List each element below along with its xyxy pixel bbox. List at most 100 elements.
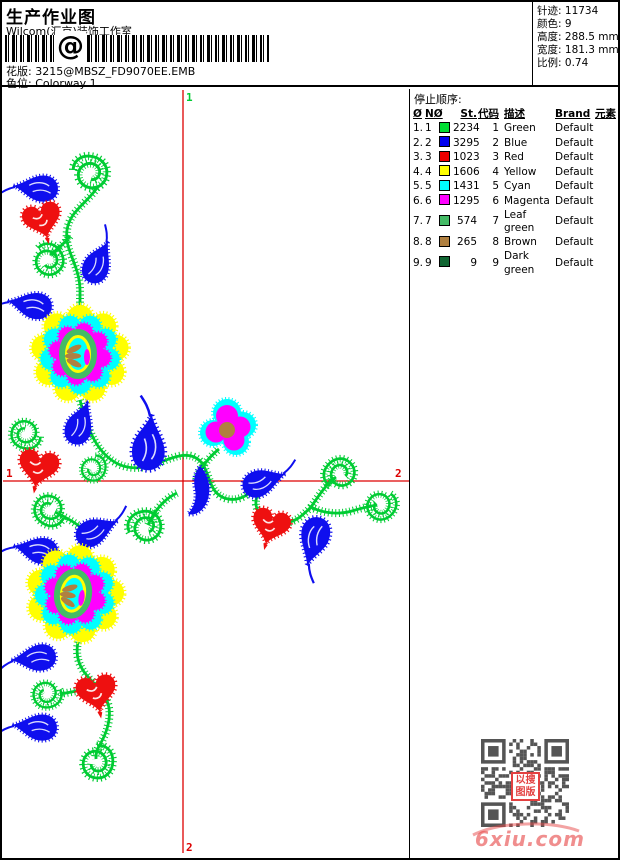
page-title: 生产作业图 <box>6 8 96 28</box>
blue-leaves <box>2 169 334 744</box>
colorway-label: 色位: <box>6 77 32 90</box>
row-stitch-count: 1023 <box>453 151 480 163</box>
colorway-value: Colorway 1 <box>35 77 97 90</box>
row-stitch-count: 3295 <box>453 136 480 149</box>
stop-sequence-row: 9. 9 9 9 Dark green Default <box>411 250 618 277</box>
row-stitch-count: 1606 <box>453 165 480 178</box>
row-color-desc: Cyan <box>504 180 531 192</box>
pattern-label: 花版: <box>6 65 32 78</box>
row-code: 8 <box>492 236 499 248</box>
row-code: 4 <box>492 165 499 178</box>
row-color-desc: Yellow <box>504 165 537 178</box>
col-brand: Brand <box>555 108 591 120</box>
worksheet-header: 生产作业图 Wilcom(汇京)装饰工作室 @ 花版: 3215@MBSZ_FD… <box>2 2 618 90</box>
row-seq: 7. <box>413 215 424 228</box>
row-color-desc: Red <box>504 151 524 163</box>
row-stitch-count: 2234 <box>453 122 480 134</box>
marker-bottom: 2 <box>186 841 193 854</box>
row-brand: Default <box>555 122 594 134</box>
row-code: 6 <box>492 194 499 207</box>
embroidery-design: 1 2 1 2 <box>2 90 409 854</box>
row-code: 2 <box>492 136 499 149</box>
stop-sequence-header-row: Ø NØ St. 代码 描述 Brand 元素 <box>411 108 618 122</box>
design-stats-panel: 针迹: 11734 颜色: 9 高度: 288.5 mm 宽度: 181.3 m… <box>532 2 618 87</box>
row-code: 7 <box>492 215 499 228</box>
row-needle: 9 <box>425 256 432 269</box>
thread-color-swatch <box>439 121 453 137</box>
row-brand: Default <box>555 136 594 149</box>
design-canvas: 1 2 1 2 <box>2 89 410 858</box>
marker-top: 1 <box>186 91 193 104</box>
thread-color-swatch <box>439 214 453 230</box>
right-column: 停止顺序: Ø NØ St. 代码 描述 Brand 元素 1. 1 2234 … <box>411 89 618 858</box>
row-color-desc: Green <box>504 122 536 134</box>
stat-height: 高度: 288.5 mm <box>537 31 619 43</box>
row-code: 3 <box>492 151 499 163</box>
row-brand: Default <box>555 165 594 178</box>
thread-color-swatch <box>439 136 453 151</box>
stat-colors: 颜色: 9 <box>537 18 572 30</box>
row-stitch-count: 1295 <box>453 194 480 207</box>
col-needle: NØ <box>425 108 443 120</box>
pattern-file-line: 花版: 3215@MBSZ_FD9070EE.EMB <box>6 63 195 79</box>
row-needle: 2 <box>425 136 432 149</box>
thread-color-swatch <box>439 256 453 271</box>
pattern-value: 3215@MBSZ_FD9070EE.EMB <box>35 65 196 78</box>
row-needle: 8 <box>425 236 432 248</box>
row-stitch-count: 9 <box>470 256 477 269</box>
row-code: 1 <box>492 122 499 134</box>
watermark-text: 6xiu.com <box>475 827 585 851</box>
col-code: 代码 <box>478 108 499 120</box>
row-seq: 4. <box>413 165 424 178</box>
small-magenta-flower <box>198 397 258 457</box>
stop-sequence-title: 停止顺序: <box>414 93 462 106</box>
stat-width: 宽度: 181.3 mm <box>537 44 619 56</box>
row-seq: 1. <box>413 122 424 134</box>
stop-sequence-row: 7. 7 574 7 Leaf green Default <box>411 209 618 236</box>
row-color-desc: Blue <box>504 136 528 149</box>
stop-sequence-table: Ø NØ St. 代码 描述 Brand 元素 1. 1 2234 1 Gree… <box>411 108 618 277</box>
marker-right: 2 <box>395 467 402 480</box>
row-seq: 3. <box>413 151 424 163</box>
stat-stitches: 针迹: 11734 <box>537 5 599 17</box>
thread-color-swatch <box>439 150 453 166</box>
stop-sequence-rows: 1. 1 2234 1 Green Default 2. 2 3295 2 Bl… <box>411 121 618 278</box>
thread-color-swatch <box>439 179 453 195</box>
row-brand: Default <box>555 236 594 248</box>
row-needle: 7 <box>425 215 432 228</box>
colorway-line: 色位: Colorway 1 <box>6 75 97 91</box>
row-code: 9 <box>492 256 499 269</box>
row-needle: 6 <box>425 194 432 207</box>
stop-sequence-row: 8. 8 265 8 Brown Default <box>411 235 618 251</box>
row-color-desc: Dark green <box>504 250 535 276</box>
thread-color-swatch <box>439 165 453 180</box>
barcode-at-glyph: @ <box>55 31 86 63</box>
row-stitch-count: 265 <box>456 236 477 248</box>
row-color-desc: Brown <box>504 236 537 248</box>
col-element: 元素 <box>595 108 616 120</box>
crescent-leaf <box>184 463 212 517</box>
row-brand: Default <box>555 194 594 207</box>
stop-sequence-row: 3. 3 1023 3 Red Default <box>411 150 618 166</box>
row-color-desc: Magenta <box>504 194 550 207</box>
stop-sequence-row: 4. 4 1606 4 Yellow Default <box>411 165 618 180</box>
col-seq: Ø <box>413 108 422 120</box>
stop-sequence-row: 2. 2 3295 2 Blue Default <box>411 136 618 151</box>
marker-left: 1 <box>6 467 13 480</box>
thread-color-swatch <box>439 194 453 209</box>
thread-color-swatch <box>439 235 453 251</box>
design-barcode: @ <box>5 31 269 63</box>
col-stitches: St. <box>460 108 477 120</box>
stop-sequence-row: 6. 6 1295 6 Magenta Default <box>411 194 618 209</box>
row-needle: 5 <box>425 180 432 192</box>
qr-code: 以搜 图版 <box>481 739 569 827</box>
row-brand: Default <box>555 256 594 269</box>
stop-sequence-row: 5. 5 1431 5 Cyan Default <box>411 179 618 195</box>
row-stitch-count: 1431 <box>453 180 480 192</box>
row-needle: 1 <box>425 122 432 134</box>
col-desc: 描述 <box>504 108 525 120</box>
watermark-swoosh <box>472 822 580 837</box>
row-seq: 8. <box>413 236 424 248</box>
row-brand: Default <box>555 215 594 228</box>
row-seq: 2. <box>413 136 424 149</box>
